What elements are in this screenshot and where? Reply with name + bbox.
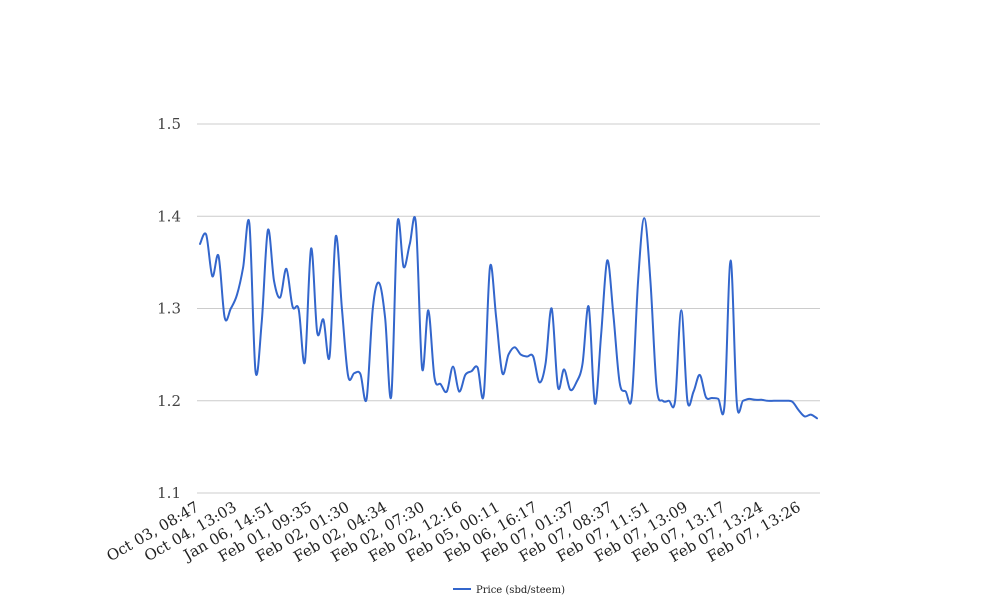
y-tick-label: 1.1 xyxy=(157,484,181,502)
y-tick-label: 1.4 xyxy=(157,207,181,225)
y-tick-label: 1.2 xyxy=(157,392,181,410)
y-axis-ticks: 1.5 1.4 1.3 1.2 1.1 xyxy=(157,115,181,502)
series-line-price xyxy=(199,216,818,420)
gridlines xyxy=(197,123,820,494)
y-tick-label: 1.5 xyxy=(157,115,181,133)
y-tick-label: 1.3 xyxy=(157,300,181,318)
legend[interactable]: Price (sbd/steem) xyxy=(453,585,565,596)
legend-label-price: Price (sbd/steem) xyxy=(476,585,565,596)
series-lines xyxy=(199,216,818,420)
